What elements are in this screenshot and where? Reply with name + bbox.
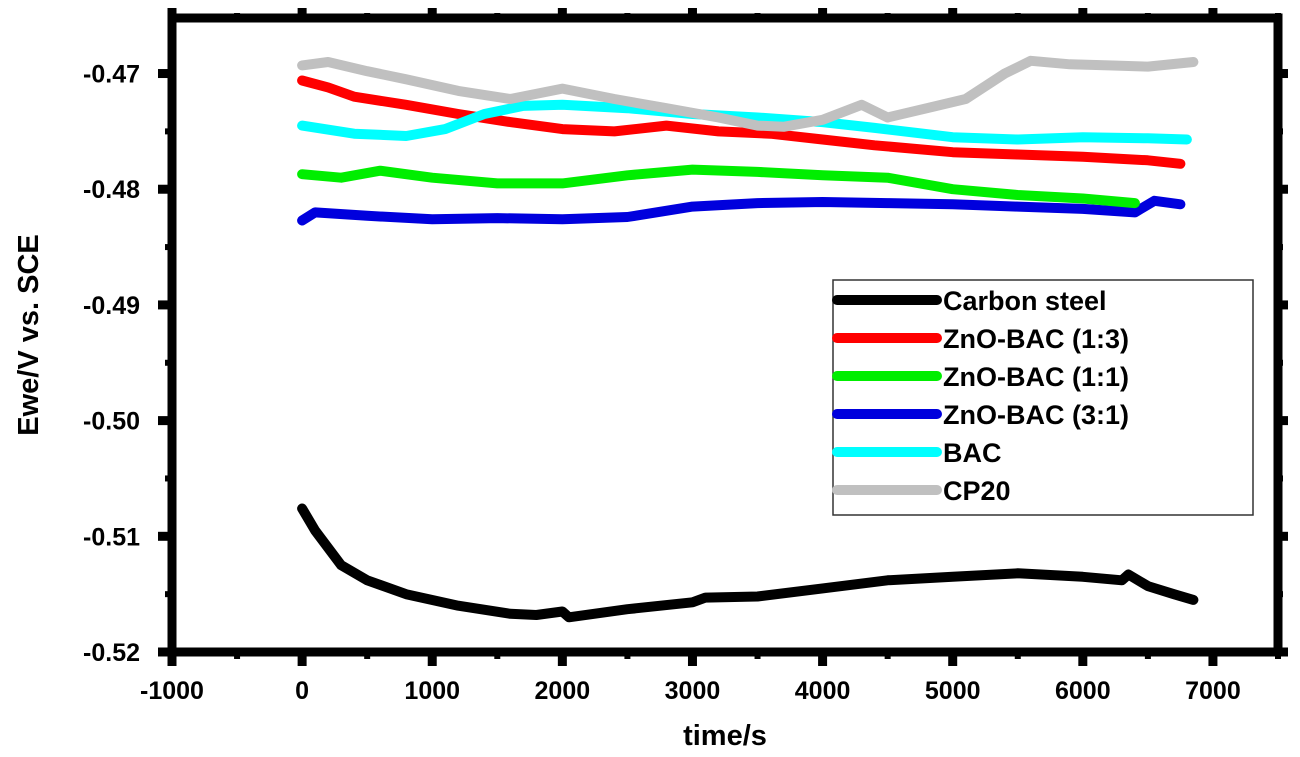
legend: Carbon steel ZnO-BAC (1:3) ZnO-BAC (1:1) Zn…: [832, 279, 1254, 516]
y-tick-label: -0.52: [83, 639, 140, 667]
series-layer: [297, 55, 1199, 623]
legend-label: CP20: [943, 476, 1011, 506]
x-axis-title: time/s: [683, 720, 767, 752]
x-tick-label: -1000: [140, 677, 204, 705]
legend-label: ZnO-BAC (3:1): [943, 400, 1129, 430]
y-tick-label: -0.48: [83, 176, 140, 204]
x-tick-label: 6000: [1055, 677, 1111, 705]
x-tick-label: 7000: [1185, 677, 1241, 705]
x-tick-label: 3000: [665, 677, 721, 705]
series-line-zno-bac-1-3: [297, 75, 1186, 169]
plot-frame: [167, 13, 1283, 657]
legend-label: BAC: [943, 438, 1002, 468]
series-line-cp20: [297, 55, 1199, 132]
x-tick-label: 0: [295, 677, 309, 705]
axis-ticks: -1000 0 1000 2000 3000 4000 5000 6000 7000 -0.47 -…: [83, 8, 1288, 705]
y-tick-label: -0.49: [83, 292, 140, 320]
y-axis-title: Ewe/V vs. SCE: [13, 234, 45, 436]
legend-label: Carbon steel: [943, 286, 1107, 316]
axes-box: [167, 13, 1283, 657]
y-tick-label: -0.47: [83, 61, 140, 89]
y-tick-label: -0.51: [83, 523, 140, 551]
x-tick-label: 5000: [925, 677, 981, 705]
series-line-zno-bac-1-1: [297, 164, 1140, 209]
x-tick-label: 1000: [404, 677, 460, 705]
x-tick-label: 4000: [795, 677, 851, 705]
legend-box: [832, 279, 1254, 516]
series-line-carbon-steel: [297, 503, 1199, 623]
legend-label: ZnO-BAC (1:3): [943, 324, 1129, 354]
legend-label: ZnO-BAC (1:1): [943, 362, 1129, 392]
series-line-zno-bac-3-1: [297, 195, 1186, 226]
x-tick-label: 2000: [535, 677, 591, 705]
y-tick-label: -0.50: [83, 408, 140, 436]
